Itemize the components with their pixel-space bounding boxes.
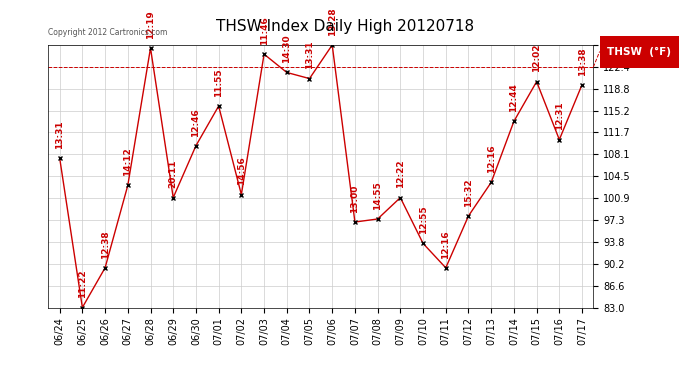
Text: 12:31: 12:31: [555, 102, 564, 130]
Text: 14:12: 14:12: [124, 147, 132, 176]
Text: 13:38: 13:38: [578, 47, 586, 75]
Text: 15:32: 15:32: [464, 178, 473, 207]
Text: 14:30: 14:30: [282, 35, 291, 63]
Text: 12:38: 12:38: [101, 230, 110, 259]
Text: 11:55: 11:55: [214, 68, 223, 97]
Text: THSW Index Daily High 20120718: THSW Index Daily High 20120718: [216, 19, 474, 34]
Text: 13:28: 13:28: [328, 7, 337, 36]
Text: 14:56: 14:56: [237, 157, 246, 185]
Text: 12:16: 12:16: [486, 145, 495, 173]
Text: 12:55: 12:55: [419, 206, 428, 234]
Text: THSW  (°F): THSW (°F): [607, 46, 671, 57]
Text: 11:46: 11:46: [259, 16, 268, 45]
Text: 12:22: 12:22: [396, 160, 405, 189]
Text: 20:11: 20:11: [169, 160, 178, 189]
Text: 13:31: 13:31: [55, 120, 64, 149]
Text: 14:55: 14:55: [373, 181, 382, 210]
Text: 12:02: 12:02: [532, 44, 541, 72]
Text: 12:46: 12:46: [191, 108, 200, 136]
Text: 11:22: 11:22: [78, 270, 87, 298]
Text: 12:16: 12:16: [442, 230, 451, 259]
Text: Copyright 2012 Cartronics.com: Copyright 2012 Cartronics.com: [48, 28, 168, 37]
Text: 12:19: 12:19: [146, 10, 155, 39]
Text: 12:44: 12:44: [509, 83, 518, 112]
Text: 13:31: 13:31: [305, 41, 314, 69]
Text: 13:00: 13:00: [351, 184, 359, 213]
